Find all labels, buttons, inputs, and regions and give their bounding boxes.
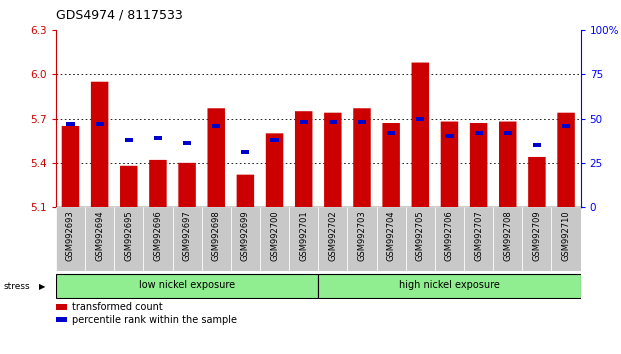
Bar: [499, 121, 517, 207]
Text: GDS4974 / 8117533: GDS4974 / 8117533: [56, 9, 183, 22]
Bar: [445, 134, 453, 138]
Text: GSM992702: GSM992702: [329, 210, 337, 261]
Bar: [387, 131, 395, 135]
Bar: [242, 150, 250, 154]
Text: high nickel exposure: high nickel exposure: [399, 280, 500, 290]
Text: GSM992695: GSM992695: [124, 210, 134, 261]
Text: GSM992709: GSM992709: [532, 210, 542, 261]
Bar: [178, 163, 196, 207]
Bar: [91, 82, 108, 207]
Text: GSM992704: GSM992704: [387, 210, 396, 261]
Bar: [441, 121, 458, 207]
Bar: [260, 207, 289, 271]
Text: GSM992699: GSM992699: [241, 210, 250, 261]
Text: GSM992696: GSM992696: [153, 210, 163, 261]
Bar: [474, 131, 483, 135]
Bar: [504, 131, 512, 135]
Text: GSM992706: GSM992706: [445, 210, 454, 261]
Bar: [383, 123, 400, 207]
Bar: [416, 116, 424, 121]
Text: GSM992694: GSM992694: [95, 210, 104, 261]
Bar: [66, 122, 75, 126]
Text: GSM992698: GSM992698: [212, 210, 220, 261]
Text: GSM992700: GSM992700: [270, 210, 279, 261]
Bar: [533, 143, 541, 147]
Bar: [412, 63, 429, 207]
Bar: [435, 207, 464, 271]
Bar: [464, 207, 493, 271]
Bar: [56, 274, 318, 298]
Bar: [470, 123, 487, 207]
Bar: [96, 122, 104, 126]
Bar: [237, 175, 254, 207]
Bar: [358, 120, 366, 124]
Text: ▶: ▶: [39, 281, 45, 291]
Text: GSM992705: GSM992705: [416, 210, 425, 261]
Bar: [562, 124, 570, 128]
Bar: [347, 207, 376, 271]
Bar: [61, 126, 79, 207]
Bar: [376, 207, 406, 271]
Text: transformed count: transformed count: [72, 302, 163, 312]
Text: percentile rank within the sample: percentile rank within the sample: [72, 315, 237, 325]
Bar: [271, 138, 279, 142]
Text: GSM992693: GSM992693: [66, 210, 75, 261]
Bar: [114, 207, 143, 271]
Text: GSM992703: GSM992703: [358, 210, 366, 261]
Bar: [120, 166, 137, 207]
Bar: [56, 207, 85, 271]
Bar: [528, 157, 546, 207]
Bar: [266, 133, 283, 207]
Bar: [125, 138, 133, 142]
Text: low nickel exposure: low nickel exposure: [139, 280, 235, 290]
Bar: [207, 108, 225, 207]
Bar: [318, 274, 581, 298]
Bar: [289, 207, 318, 271]
Text: GSM992710: GSM992710: [561, 210, 571, 261]
Bar: [231, 207, 260, 271]
Bar: [329, 120, 337, 124]
Bar: [173, 207, 202, 271]
Text: GSM992697: GSM992697: [183, 210, 191, 261]
Bar: [143, 207, 173, 271]
Text: stress: stress: [3, 281, 30, 291]
Bar: [353, 108, 371, 207]
Bar: [149, 160, 166, 207]
Bar: [85, 207, 114, 271]
Text: GSM992708: GSM992708: [503, 210, 512, 261]
Bar: [406, 207, 435, 271]
Bar: [493, 207, 522, 271]
Bar: [318, 207, 347, 271]
Bar: [299, 120, 308, 124]
Bar: [183, 141, 191, 145]
Text: GSM992701: GSM992701: [299, 210, 308, 261]
Bar: [324, 113, 342, 207]
Bar: [154, 136, 162, 140]
Bar: [202, 207, 231, 271]
Bar: [557, 113, 575, 207]
Bar: [522, 207, 551, 271]
Bar: [295, 111, 312, 207]
Text: GSM992707: GSM992707: [474, 210, 483, 261]
Bar: [212, 124, 220, 128]
Bar: [551, 207, 581, 271]
